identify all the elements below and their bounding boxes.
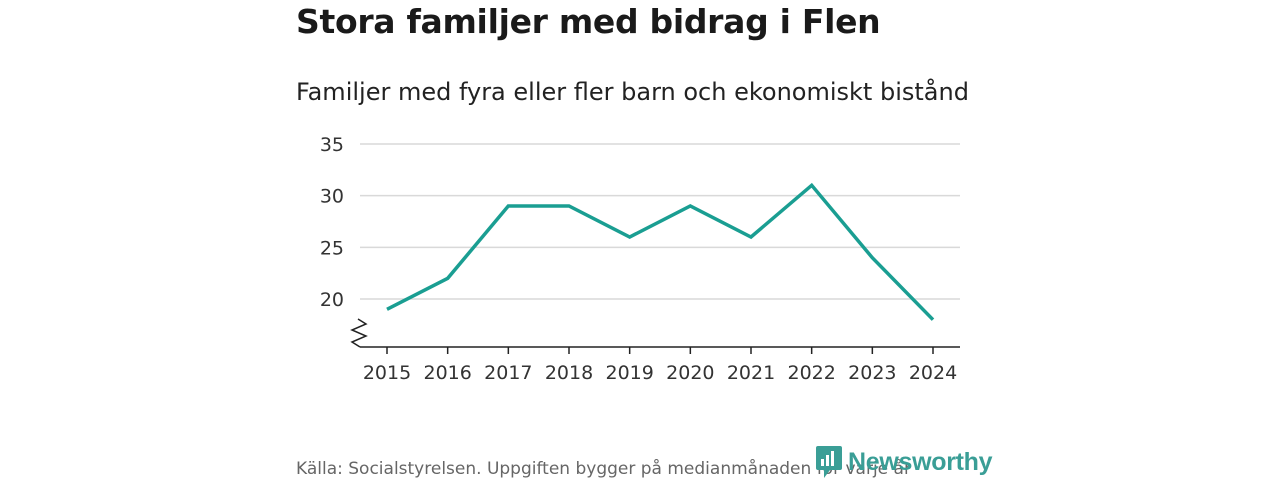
data-point bbox=[567, 204, 571, 208]
gridlines bbox=[360, 143, 960, 300]
source-note: Källa: Socialstyrelsen. Uppgiften bygger… bbox=[296, 459, 911, 479]
series-line bbox=[386, 182, 935, 321]
x-axis-ticks: 2015 2016 2017 2018 2019 2020 2021 2022 2023 2024 bbox=[363, 347, 957, 384]
y-tick-label: 30 bbox=[320, 186, 344, 208]
chart-title: Stora familjer med bidrag i Flen bbox=[296, 2, 881, 41]
newsworthy-logo-icon bbox=[816, 446, 842, 478]
y-axis-ticks: 20 25 30 35 bbox=[320, 134, 344, 311]
data-point bbox=[506, 204, 510, 208]
x-tick-label: 2024 bbox=[909, 362, 957, 384]
x-tick-label: 2015 bbox=[363, 362, 411, 384]
data-point bbox=[749, 235, 753, 239]
x-tick-label: 2020 bbox=[666, 362, 714, 384]
x-tick-label: 2021 bbox=[727, 362, 775, 384]
y-axis-break-icon bbox=[350, 318, 368, 348]
x-tick-label: 2019 bbox=[605, 362, 653, 384]
x-tick-label: 2023 bbox=[848, 362, 896, 384]
data-point bbox=[446, 276, 450, 280]
chart-subtitle: Familjer med fyra eller fler barn och ek… bbox=[296, 78, 969, 106]
y-tick-label: 20 bbox=[320, 289, 344, 311]
x-tick-label: 2017 bbox=[484, 362, 532, 384]
x-tick-label: 2018 bbox=[545, 362, 593, 384]
data-point bbox=[870, 256, 874, 260]
y-tick-label: 25 bbox=[320, 237, 344, 259]
x-tick-label: 2022 bbox=[787, 362, 835, 384]
brand-logo: Newsworthy bbox=[816, 446, 993, 478]
data-point bbox=[385, 307, 389, 311]
x-tick-label: 2016 bbox=[423, 362, 471, 384]
y-tick-label: 35 bbox=[320, 134, 344, 156]
brand-name: Newsworthy bbox=[848, 447, 993, 476]
data-point bbox=[931, 318, 935, 322]
data-point bbox=[688, 204, 692, 208]
data-point bbox=[628, 235, 632, 239]
data-point bbox=[810, 183, 814, 187]
